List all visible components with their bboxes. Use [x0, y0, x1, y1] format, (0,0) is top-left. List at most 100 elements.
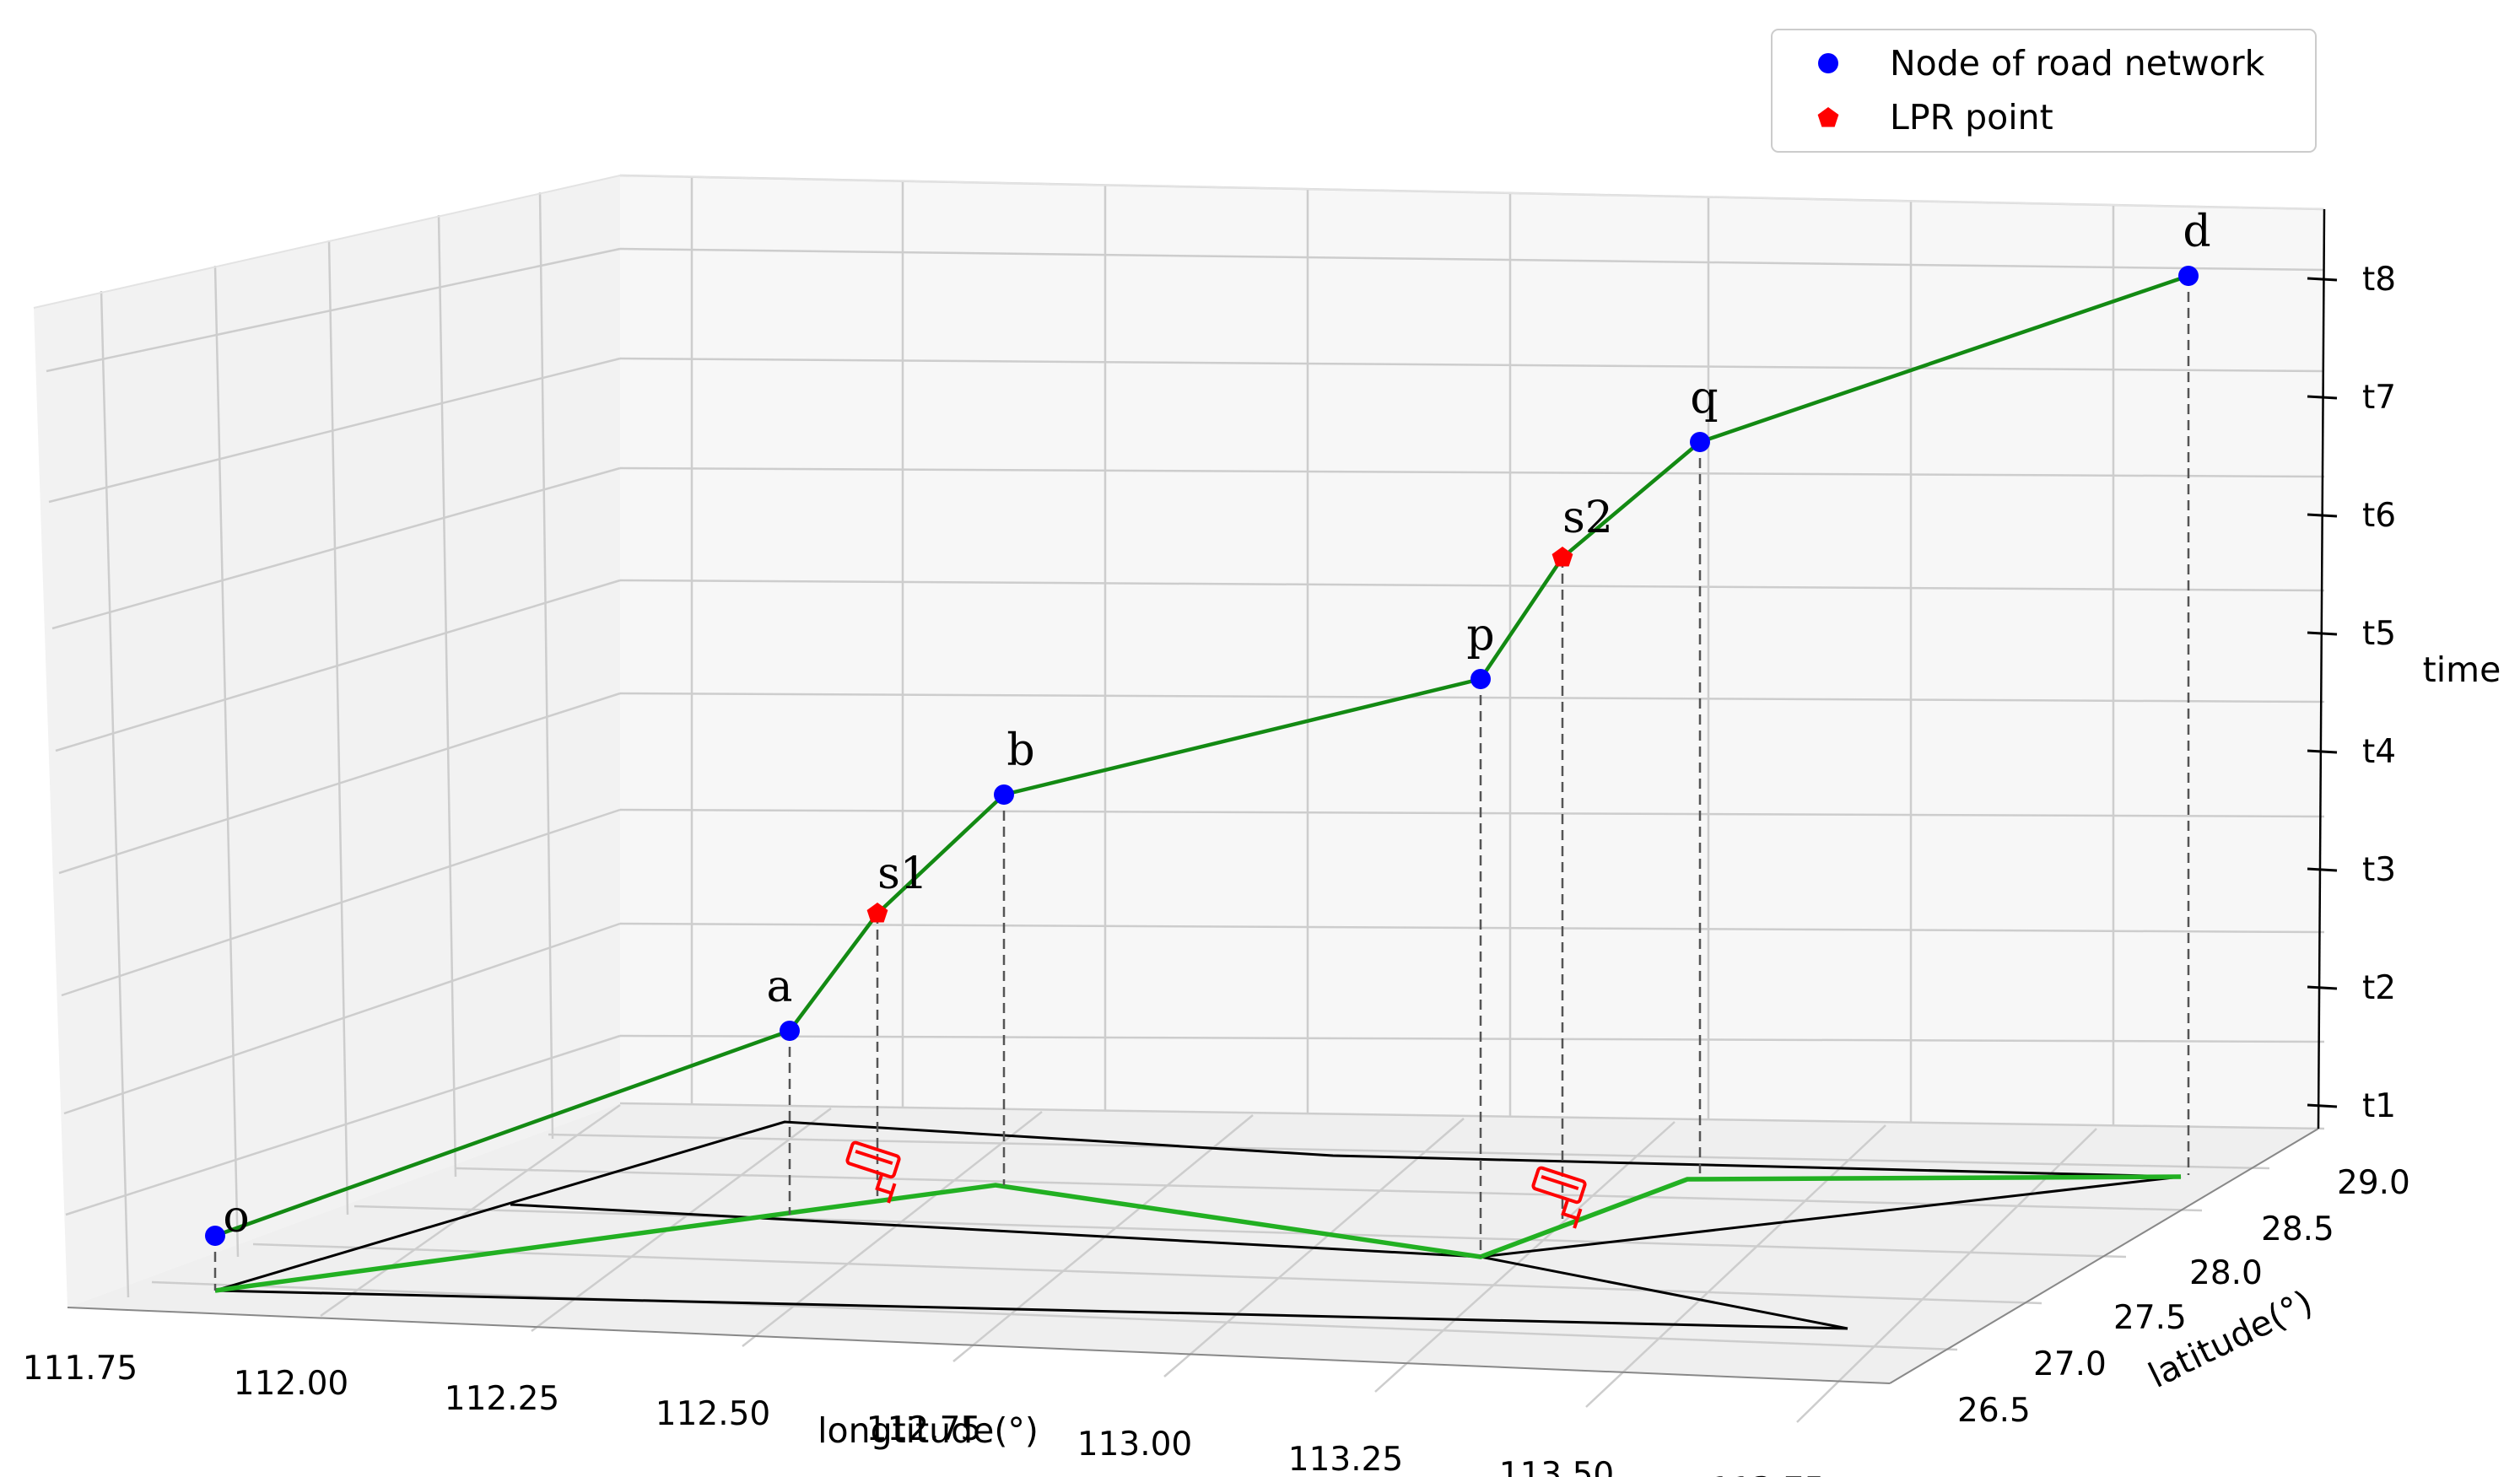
camera-pole	[887, 1183, 897, 1204]
floor-grid-line	[252, 1243, 2042, 1305]
y-tick-label: 26.5	[1957, 1392, 2031, 1430]
back-grid-hline	[619, 1102, 2325, 1130]
z-tick-mark	[2307, 631, 2338, 636]
z-tick-mark	[2307, 1103, 2338, 1108]
z-tick-mark	[2307, 513, 2338, 518]
z-tick-mark	[2307, 277, 2338, 282]
node-marker-q	[1690, 432, 1710, 452]
x-tick-label: 112.75	[866, 1410, 981, 1448]
road-edge	[510, 1203, 1481, 1259]
z-tick-label: t3	[2362, 851, 2396, 889]
left-grid-vline	[538, 191, 554, 1140]
back-grid-hline	[619, 808, 2325, 818]
z-tick-label: t8	[2362, 261, 2396, 299]
x-tick-label: 112.50	[656, 1395, 770, 1433]
lpr-camera-icon	[845, 1140, 901, 1204]
floor-grid-line	[151, 1280, 1958, 1351]
floor-grid-line	[1374, 1121, 1676, 1393]
pane-top-edge	[33, 174, 2325, 309]
node-marker-p	[1470, 669, 1491, 689]
back-panes	[34, 175, 2324, 1383]
left-grid-hline	[55, 579, 621, 752]
x-tick-label: 112.25	[445, 1380, 559, 1418]
point-label-a: a	[766, 962, 792, 1012]
drop-lines	[213, 276, 2190, 1291]
z-tick-mark	[2307, 985, 2338, 990]
point-label-d: d	[2183, 207, 2210, 257]
x-tick-label: 112.00	[234, 1365, 348, 1403]
camera-stripe	[855, 1150, 893, 1166]
node-marker-d	[2178, 266, 2199, 286]
left-grid-hline	[48, 357, 621, 504]
z-tick-label: t6	[2362, 497, 2396, 535]
left-grid-hline	[61, 808, 621, 997]
left-grid-vline	[213, 265, 240, 1258]
y-tick-label: 27.0	[2033, 1345, 2107, 1383]
point-label-b: b	[1006, 725, 1034, 776]
back-grid-hline	[619, 579, 2325, 592]
floor-grid-line	[742, 1111, 1043, 1347]
left-grid-vline	[437, 214, 457, 1178]
x-tick-label: 113.50	[1499, 1456, 1614, 1477]
y-axis: 26.527.027.528.0 28.529.0	[1957, 1164, 2410, 1430]
trajectory-points	[205, 266, 2199, 1246]
legend-node-marker	[1818, 53, 1838, 73]
node-marker-a	[780, 1021, 800, 1041]
point-label-p: p	[1466, 610, 1494, 660]
point-label-s2: s2	[1562, 493, 1613, 543]
floor-grid-line	[1585, 1124, 1886, 1408]
y-tick-label: 27.5	[2113, 1299, 2187, 1337]
camera-mount	[1561, 1199, 1578, 1221]
y-tick-label: 28.5	[2261, 1210, 2334, 1248]
left-grid-hline	[63, 922, 621, 1115]
left-grid-hline	[46, 247, 621, 373]
node-marker-b	[994, 784, 1014, 805]
z-tick-label: t5	[2362, 615, 2396, 653]
camera-pole	[1573, 1208, 1583, 1229]
floor-grid-line	[455, 1167, 2203, 1212]
back-grid-hline	[619, 1034, 2325, 1043]
point-label-s1: s1	[877, 849, 928, 899]
z-axis: t1 t2 t3 t4 t5 t6 t7 t8	[2307, 208, 2396, 1129]
back-grid-hline	[619, 357, 2325, 373]
floor-grid-line	[952, 1114, 1254, 1362]
back-grid-hline	[619, 466, 2325, 478]
grid-lines	[33, 174, 2325, 1423]
x-tick-label: 113.25	[1288, 1441, 1403, 1477]
road-network	[214, 1120, 2182, 1330]
z-tick-mark	[2307, 867, 2338, 872]
y-axis-line	[1889, 1128, 2319, 1384]
back-grid-hline	[619, 692, 2325, 703]
x-axis: 111.75 112.00 112.25 112.50 112.75 113.00 113.…	[23, 1350, 1825, 1477]
legend-lpr-label: LPR point	[1890, 97, 2053, 137]
camera-mount	[875, 1173, 893, 1195]
legend-lpr-marker	[1817, 107, 1839, 127]
lpr-marker-s2	[1551, 547, 1573, 567]
lpr-marker-s1	[866, 903, 888, 923]
x-tick-label: 113.75	[1710, 1471, 1825, 1477]
z-axis-line	[2317, 208, 2326, 1129]
point-label-o: o	[223, 1192, 249, 1243]
camera-body	[1531, 1166, 1587, 1205]
y-tick-label: 29.0	[2337, 1164, 2410, 1202]
floor-grid-line	[531, 1107, 832, 1333]
camera-icons	[845, 1140, 1587, 1229]
x-tick-label: 111.75	[23, 1350, 138, 1388]
legend-node-label: Node of road network	[1890, 43, 2265, 84]
floor-grid-line	[353, 1205, 2127, 1259]
lpr-camera-icon	[1531, 1166, 1587, 1229]
back-grid-hline	[619, 922, 2325, 934]
y-tick-label: 28.0	[2189, 1254, 2263, 1292]
point-labels: o a s1 b p s2 q d	[223, 207, 2210, 1243]
back-grid-hline	[619, 247, 2325, 272]
trajectory-line	[214, 273, 2189, 1238]
left-pane	[34, 175, 620, 1307]
z-tick-mark	[2307, 749, 2338, 754]
legend-box	[1771, 29, 2317, 153]
left-grid-hline	[51, 466, 621, 630]
road-edge	[214, 1289, 1848, 1330]
x-axis-label: longtitude(°)	[818, 1410, 1039, 1451]
z-tick-label: t7	[2362, 379, 2396, 417]
x-tick-label: 113.00	[1077, 1426, 1192, 1464]
